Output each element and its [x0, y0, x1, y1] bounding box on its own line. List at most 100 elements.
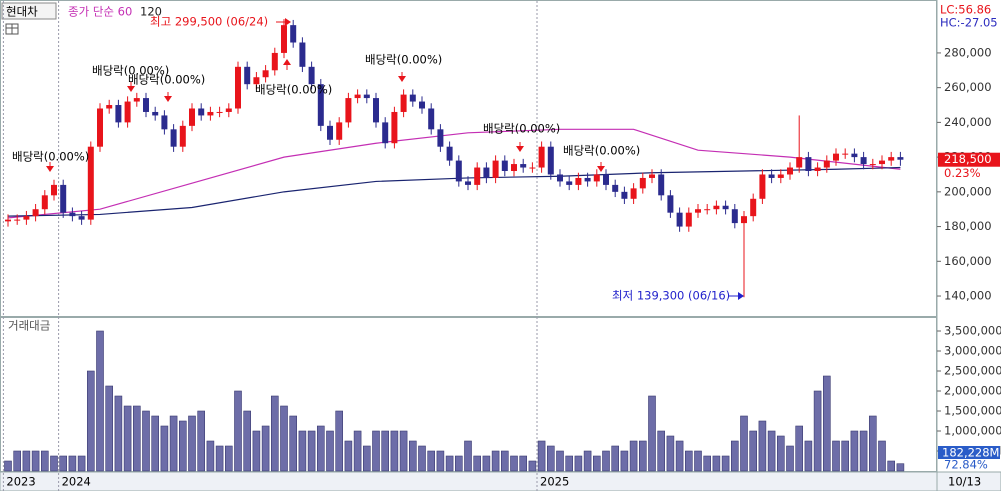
annotation-arrow: [738, 292, 744, 300]
candle-body: [363, 94, 370, 99]
volume-bar: [105, 385, 113, 472]
volume-bar: [270, 395, 279, 472]
x-tick-label: 2023: [6, 475, 35, 489]
volume-bar: [77, 455, 86, 472]
volume-bar: [832, 440, 840, 472]
volume-bar: [592, 455, 601, 472]
candle-body: [51, 184, 57, 196]
volume-bar: [712, 455, 721, 472]
candle-body: [593, 174, 600, 182]
annotation: 배당락(0.00%): [12, 150, 89, 164]
volume-bar: [225, 445, 233, 472]
candle-body: [879, 160, 885, 165]
candle-body: [612, 184, 619, 192]
candle-body: [869, 164, 876, 166]
candle-body: [557, 174, 563, 182]
volume-bar: [473, 455, 482, 472]
volume-bar: [40, 450, 49, 472]
candle-body: [888, 157, 895, 161]
volume-bar: [123, 405, 132, 472]
candle-body: [842, 153, 849, 155]
volume-bar: [813, 390, 822, 472]
candle-body: [5, 219, 11, 222]
volume-bar: [326, 430, 334, 472]
annotation-arrow: [597, 166, 605, 172]
candle-body: [649, 174, 655, 178]
annotation-arrow: [46, 166, 54, 172]
moving-average: [7, 128, 901, 219]
volume-bar: [114, 395, 123, 472]
candle-body: [382, 122, 389, 144]
volume-bar: [850, 430, 859, 472]
candle-body: [814, 167, 821, 172]
y-tick-label: 160,000: [944, 254, 992, 268]
candle-body: [244, 66, 251, 85]
volume-bar: [648, 395, 656, 472]
volume-bar: [68, 455, 77, 472]
volume-bar: [510, 455, 518, 472]
volume-bar: [721, 455, 730, 472]
volume-tag: [938, 446, 1000, 459]
price-tag-label: 218,500: [944, 152, 992, 166]
volume-bar: [59, 455, 68, 472]
volume-bar: [565, 455, 574, 472]
y-tick-label: 3,500,000M: [944, 324, 1001, 338]
end-date: 10/13: [948, 475, 981, 489]
volume-bar: [730, 440, 739, 472]
volume-bar: [160, 425, 169, 472]
candle-body: [529, 167, 536, 169]
annotation: 배당락(0.00%): [483, 122, 560, 136]
volume-bar: [445, 455, 454, 472]
volume-ratio: 72.84%: [944, 458, 988, 472]
candle-body: [97, 108, 103, 147]
volume-bar: [767, 430, 776, 472]
volume-bar: [666, 435, 675, 472]
legend-entry: 120: [140, 5, 162, 19]
x-tick-label: 2024: [62, 475, 91, 489]
candle-body: [327, 125, 333, 140]
candle-body: [768, 174, 775, 178]
volume-bar: [556, 450, 564, 472]
volume-bar: [776, 435, 785, 472]
y-tick-label: 280,000: [944, 45, 992, 59]
y-tick-label: 1,000,000M: [944, 424, 1001, 438]
candle-body: [750, 198, 757, 217]
volume-bar: [133, 405, 141, 472]
volume-bar: [234, 390, 242, 472]
volume-bar: [500, 450, 509, 472]
y-tick-label: 3,000,000M: [944, 344, 1001, 358]
candle-body: [216, 111, 223, 113]
candle-body: [446, 146, 453, 161]
volume-bar: [280, 405, 288, 472]
volume-bar: [684, 450, 693, 472]
volume-bar: [464, 440, 472, 472]
candle-body: [400, 94, 407, 112]
y-tick-label: 2,000,000M: [944, 384, 1001, 398]
volume-bar: [703, 455, 712, 472]
candle-body: [317, 84, 324, 126]
volume-bar: [399, 430, 408, 472]
volume-bar: [583, 450, 592, 472]
candle-body: [575, 177, 582, 185]
candle-body: [262, 70, 269, 78]
volume-bar: [206, 440, 215, 472]
candle-body: [474, 167, 481, 185]
candle-body: [731, 209, 738, 224]
candle-body: [667, 195, 674, 213]
candle-body: [566, 181, 573, 185]
candle-body: [483, 167, 490, 178]
annotation: 최고 299,500 (06/24): [150, 15, 268, 29]
volume-bar: [362, 445, 371, 472]
annotation-arrow: [283, 59, 291, 65]
volume-bar: [795, 425, 804, 472]
candle-body: [60, 184, 67, 213]
candle-body: [547, 146, 554, 175]
candle-body: [419, 101, 425, 109]
volume-bar: [96, 330, 104, 472]
stock-name-box[interactable]: [1, 2, 57, 20]
volume-bar: [169, 415, 178, 472]
volume-bar: [188, 415, 196, 472]
candle-body: [69, 212, 76, 217]
candle-body: [777, 174, 784, 178]
